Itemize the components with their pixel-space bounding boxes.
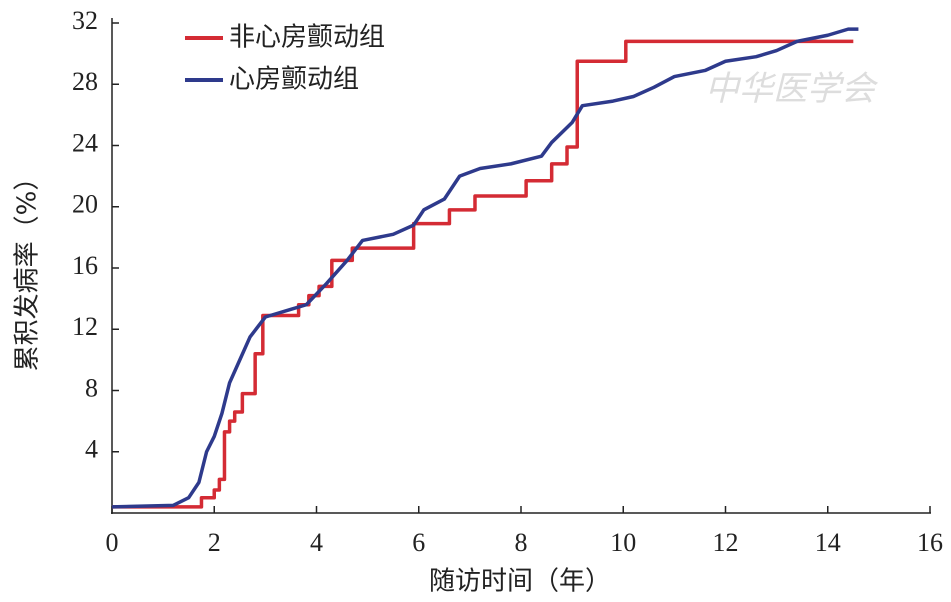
x-tick-label: 4 xyxy=(310,528,323,557)
x-tick-label: 8 xyxy=(515,528,528,557)
y-tick-label: 20 xyxy=(72,190,98,219)
y-tick-label: 4 xyxy=(85,435,98,464)
y-axis-title: 累积发病率（%） xyxy=(13,165,43,372)
series-line xyxy=(112,39,854,509)
y-tick-label: 24 xyxy=(72,128,98,157)
x-tick-label: 6 xyxy=(412,528,425,557)
watermark: 中华医学会 xyxy=(705,71,879,108)
x-tick-label: 0 xyxy=(106,528,119,557)
x-tick-label: 2 xyxy=(208,528,221,557)
series-line xyxy=(111,27,859,509)
x-axis-title: 随访时间（年） xyxy=(429,567,611,597)
x-tick-label: 16 xyxy=(917,528,943,557)
y-tick-label: 8 xyxy=(85,373,98,402)
y-tick-label: 32 xyxy=(72,6,98,35)
y-tick-label: 28 xyxy=(72,67,98,96)
legend-label: 非心房颤动组 xyxy=(229,23,385,53)
legend-label: 心房颤动组 xyxy=(229,65,359,95)
y-tick-label: 16 xyxy=(72,251,98,280)
x-tick-label: 12 xyxy=(713,528,739,557)
x-tick-label: 10 xyxy=(610,528,636,557)
x-tick-label: 14 xyxy=(815,528,841,557)
y-tick-label: 12 xyxy=(72,312,98,341)
